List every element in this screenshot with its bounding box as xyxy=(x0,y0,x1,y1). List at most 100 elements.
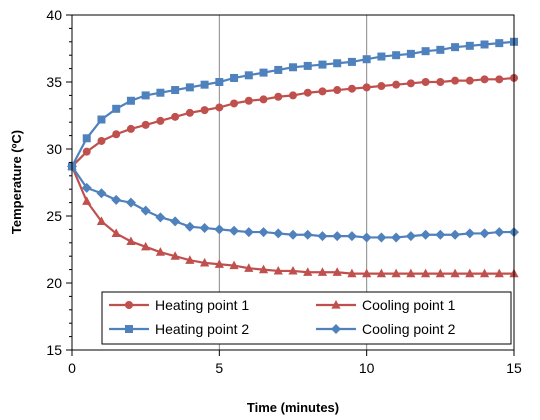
data-point-circle xyxy=(421,78,430,86)
data-point-diamond xyxy=(405,231,416,242)
x-tick-label: 10 xyxy=(359,360,375,376)
data-point-diamond xyxy=(479,228,490,239)
data-point-triangle xyxy=(82,196,92,205)
data-point-circle xyxy=(406,79,415,88)
legend-marker-square xyxy=(125,325,133,333)
legend-box xyxy=(101,291,512,345)
data-point-triangle xyxy=(288,265,298,275)
data-point-diamond xyxy=(391,232,402,243)
data-point-diamond xyxy=(184,221,195,232)
data-point-triangle xyxy=(465,268,475,278)
data-point-triangle xyxy=(273,265,283,275)
data-point-square xyxy=(333,59,342,68)
data-point-circle xyxy=(126,124,135,133)
legend-marker-triangle xyxy=(331,300,341,309)
data-point-square xyxy=(244,71,253,80)
data-point-triangle xyxy=(376,268,386,278)
data-point-diamond xyxy=(111,194,122,205)
data-point-circle xyxy=(362,83,371,92)
data-point-square xyxy=(82,134,91,143)
data-point-square xyxy=(495,39,504,48)
data-point-square xyxy=(347,57,356,66)
data-point-square xyxy=(362,55,371,64)
data-point-triangle xyxy=(244,263,254,272)
data-point-square xyxy=(259,68,268,77)
legend-label: Heating point 2 xyxy=(155,321,249,337)
data-point-triangle xyxy=(332,267,342,276)
data-point-square xyxy=(303,61,312,70)
data-point-diamond xyxy=(125,197,136,208)
data-point-diamond xyxy=(81,182,92,193)
data-point-diamond xyxy=(494,227,505,238)
series-line xyxy=(71,76,515,168)
data-point-square xyxy=(436,45,445,54)
data-point-triangle xyxy=(96,216,107,225)
data-point-circle xyxy=(171,112,180,121)
plot-frame xyxy=(71,14,515,351)
y-tick-label: 40 xyxy=(46,7,62,23)
data-point-triangle xyxy=(391,268,401,278)
data-point-circle xyxy=(392,80,401,89)
data-point-circle xyxy=(274,92,283,101)
data-point-triangle xyxy=(170,251,180,260)
data-point-triangle xyxy=(214,259,224,268)
x-axis-label: Time (minutes) xyxy=(247,400,339,415)
data-point-square xyxy=(97,115,106,124)
data-point-square xyxy=(156,88,165,97)
data-point-circle xyxy=(112,130,121,139)
data-point-circle xyxy=(495,75,504,84)
y-axis-label: Temperature (ºC) xyxy=(9,130,24,234)
data-point-diamond xyxy=(96,188,107,199)
data-point-circle xyxy=(185,108,194,117)
data-point-triangle xyxy=(494,268,504,278)
data-point-circle xyxy=(82,147,91,156)
data-point-triangle xyxy=(185,255,195,264)
data-point-diamond xyxy=(420,229,431,240)
data-point-square xyxy=(215,78,224,86)
legend-item: Heating point 2 xyxy=(109,321,249,337)
data-point-diamond xyxy=(361,232,372,243)
x-tick-label: 15 xyxy=(506,360,522,376)
series-line xyxy=(70,165,514,275)
data-point-square xyxy=(318,60,327,69)
data-point-triangle xyxy=(303,267,313,276)
data-point-square xyxy=(289,63,297,72)
data-point-diamond xyxy=(332,231,343,242)
data-point-circle xyxy=(244,96,253,105)
data-point-circle xyxy=(141,120,150,129)
data-point-triangle xyxy=(229,260,239,270)
data-point-circle xyxy=(303,88,312,97)
x-tick-label: 0 xyxy=(68,360,76,376)
data-point-circle xyxy=(318,87,327,96)
data-point-circle xyxy=(333,86,342,95)
legend-label: Cooling point 1 xyxy=(362,297,456,313)
data-point-triangle xyxy=(200,257,210,267)
legend-item: Cooling point 2 xyxy=(316,321,456,337)
data-point-square xyxy=(171,86,180,95)
data-point-square xyxy=(377,52,386,61)
data-point-triangle xyxy=(435,268,445,278)
data-point-triangle xyxy=(111,228,121,238)
data-point-square xyxy=(480,40,489,49)
data-point-square xyxy=(274,65,283,74)
data-point-circle xyxy=(97,136,106,145)
series-cooling-point-2 xyxy=(67,161,519,243)
data-point-triangle xyxy=(450,268,460,278)
data-point-diamond xyxy=(155,212,166,223)
data-point-circle xyxy=(436,78,445,86)
series-line xyxy=(71,165,514,239)
data-point-circle xyxy=(480,75,489,84)
data-point-circle xyxy=(377,82,386,91)
data-point-triangle xyxy=(347,268,357,278)
data-point-diamond xyxy=(140,205,151,216)
data-point-diamond xyxy=(302,229,313,240)
data-point-diamond xyxy=(243,227,254,238)
data-point-circle xyxy=(259,95,268,104)
y-tick-label: 30 xyxy=(46,141,62,157)
data-point-square xyxy=(392,51,401,60)
data-point-diamond xyxy=(288,229,298,240)
data-point-diamond xyxy=(435,229,446,240)
data-point-triangle xyxy=(126,236,136,246)
data-point-diamond xyxy=(170,216,181,227)
